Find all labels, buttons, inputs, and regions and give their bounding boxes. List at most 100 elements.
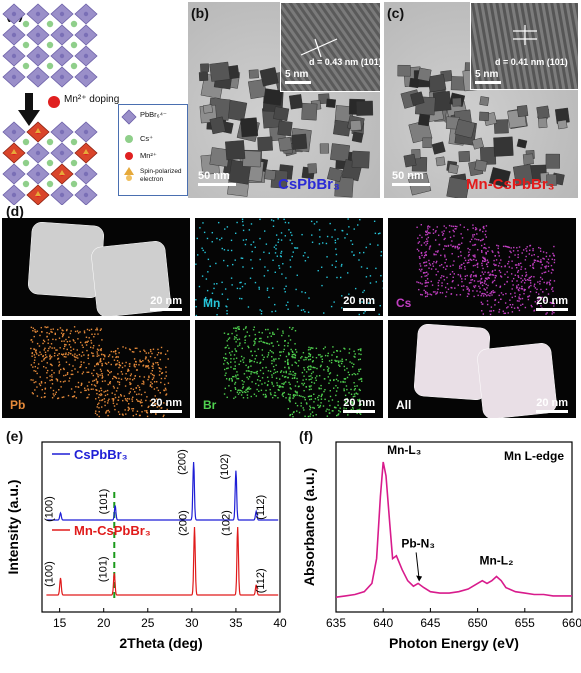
eds-pixel	[278, 357, 280, 360]
eds-pixel	[474, 227, 477, 229]
eds-pixel	[228, 337, 231, 339]
nanocube	[288, 94, 304, 110]
eds-pixel	[146, 415, 149, 418]
eds-pixel	[492, 274, 494, 276]
eds-pixel	[274, 371, 277, 374]
eds-pixel	[275, 358, 277, 360]
eds-pixel	[76, 349, 78, 351]
eds-pixel	[309, 358, 312, 361]
eds-pixel	[93, 336, 95, 338]
eds-pixel	[333, 351, 335, 353]
eds-pixel	[100, 394, 102, 397]
metal-site	[35, 171, 41, 177]
eds-pixel	[285, 355, 288, 358]
eds-pixel	[552, 290, 554, 292]
eds-pixel	[248, 386, 250, 388]
eds-pixel	[442, 266, 445, 269]
eds-pixel	[241, 218, 244, 220]
eds-pixel	[97, 375, 99, 378]
eds-pixel	[292, 353, 295, 356]
eds-pixel	[354, 395, 356, 397]
eds-pixel	[249, 277, 252, 279]
eds-pixel	[424, 252, 426, 254]
eds-pixel	[317, 399, 320, 401]
eds-pixel	[303, 369, 306, 371]
eds-pixel	[55, 338, 57, 341]
eds-pixel	[260, 310, 263, 312]
eds-pixel	[152, 401, 154, 404]
eds-pixel	[278, 344, 280, 346]
eds-pixel	[54, 332, 57, 335]
nanocube	[489, 167, 511, 188]
eds-pixel	[272, 331, 274, 334]
eds-pixel	[104, 401, 106, 403]
eds-pixel	[359, 358, 362, 360]
eds-pixel	[127, 370, 129, 372]
eds-pixel	[476, 249, 479, 251]
eds-pixel	[468, 254, 470, 256]
eds-pixel	[445, 245, 448, 247]
eds-pixel	[223, 393, 226, 395]
eds-pixel	[134, 366, 136, 368]
eds-pixel	[420, 244, 423, 246]
eds-pixel	[127, 369, 130, 371]
eds-pixel	[505, 292, 507, 295]
eds-pixel	[517, 284, 520, 286]
eds-pixel	[504, 265, 506, 267]
eds-pixel	[472, 271, 474, 273]
eds-pixel	[258, 390, 260, 392]
eds-pixel	[146, 410, 148, 412]
eds-pixel	[339, 407, 341, 409]
eds-pixel	[532, 249, 534, 252]
eds-pixel	[63, 374, 65, 377]
eds-pixel	[61, 329, 63, 331]
eds-pixel	[251, 381, 253, 383]
element-label: Br	[203, 398, 217, 412]
eds-pixel	[158, 405, 160, 408]
eds-pixel	[305, 402, 308, 404]
eds-pixel	[271, 342, 273, 344]
eds-pixel	[80, 361, 82, 363]
eds-pixel	[488, 277, 490, 279]
eds-pixel	[335, 253, 338, 256]
eds-pixel	[350, 388, 352, 391]
eds-pixel	[340, 360, 342, 362]
eds-pixel	[264, 328, 267, 331]
eds-pixel	[426, 230, 429, 232]
eds-pixel	[540, 305, 542, 307]
eds-pixel	[480, 294, 482, 297]
eds-pixel	[549, 279, 552, 282]
eds-pixel	[351, 373, 354, 376]
eds-pixel	[457, 284, 460, 286]
eds-pixel	[239, 342, 241, 344]
xrd-series-line	[46, 461, 279, 521]
eds-pixel	[291, 364, 293, 366]
eds-pixel	[320, 402, 322, 404]
eds-pixel	[59, 368, 62, 371]
eds-pixel	[423, 262, 425, 264]
eds-pixel	[506, 271, 508, 273]
eds-pixel	[498, 269, 501, 272]
metal-site	[59, 74, 65, 80]
eds-pixel	[65, 356, 67, 358]
eds-pixel	[426, 242, 429, 245]
eds-pixel	[250, 223, 253, 225]
eds-pixel	[506, 307, 508, 309]
eds-pixel	[91, 383, 93, 386]
eds-pixel	[136, 369, 138, 371]
eds-pixel	[521, 252, 523, 254]
eds-pixel	[80, 365, 82, 368]
eds-pixel	[97, 362, 99, 365]
inset-scale-text: 5 nm	[475, 69, 499, 80]
eds-pixel	[70, 330, 72, 332]
eds-pixel	[234, 348, 236, 350]
eds-pixel	[53, 347, 56, 349]
eds-pixel	[319, 354, 321, 356]
eds-pixel	[135, 393, 138, 396]
eds-pixel	[131, 351, 134, 353]
eds-pixel	[378, 313, 380, 316]
eds-pixel	[453, 230, 455, 233]
eds-pixel	[436, 292, 438, 295]
eds-pixel	[124, 365, 126, 367]
eds-pixel	[96, 348, 99, 350]
